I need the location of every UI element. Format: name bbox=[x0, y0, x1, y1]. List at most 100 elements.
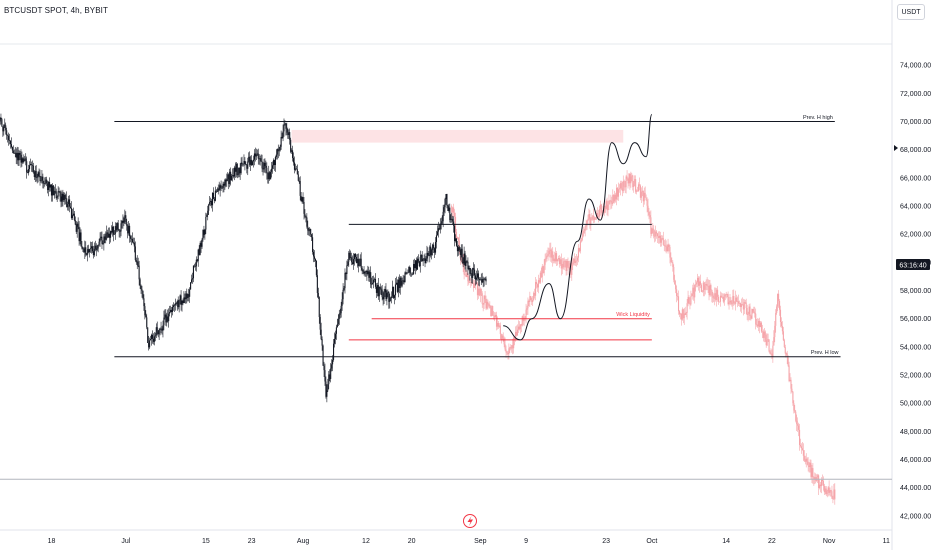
projection-candle bbox=[559, 256, 561, 266]
projection-candle bbox=[680, 313, 682, 326]
price-candle bbox=[386, 290, 388, 306]
y-tick-label: 68,000.00 bbox=[900, 147, 931, 154]
price-candle bbox=[332, 355, 334, 372]
price-candle bbox=[3, 124, 5, 136]
price-candle bbox=[324, 363, 326, 386]
price-axis[interactable]: 42,000.00 44,000.00 46,000.00 48,000.00 50,0… bbox=[900, 63, 931, 521]
y-tick-label: 64,000.00 bbox=[900, 204, 931, 211]
symbol-title[interactable]: BTCUSDT SPOT, 4h, BYBIT bbox=[4, 6, 108, 15]
price-candle bbox=[288, 129, 290, 140]
levels-layer[interactable]: Prev. H high Prev. H low Wick Liquidity bbox=[0, 115, 892, 480]
price-candle bbox=[157, 330, 159, 338]
drawn-forecast-path[interactable] bbox=[503, 113, 653, 341]
y-tick-label: 58,000.00 bbox=[900, 288, 931, 295]
price-candle bbox=[131, 232, 134, 244]
price-candle bbox=[133, 237, 135, 253]
projection-candle bbox=[684, 306, 686, 316]
price-candle bbox=[29, 158, 32, 166]
projection-candle bbox=[611, 196, 613, 209]
projection-candle bbox=[539, 270, 541, 284]
price-candle bbox=[301, 196, 303, 204]
price-candle bbox=[451, 212, 453, 223]
projection-candle bbox=[686, 299, 688, 320]
price-candle bbox=[474, 273, 477, 286]
projection-candle bbox=[495, 311, 498, 331]
projection-candle bbox=[489, 301, 491, 309]
projection-candle bbox=[609, 199, 611, 205]
projection-candle bbox=[653, 225, 655, 239]
price-candle bbox=[70, 201, 73, 220]
price-candle bbox=[366, 269, 368, 281]
currency-button[interactable]: USDT bbox=[897, 4, 925, 20]
projection-candle bbox=[692, 284, 694, 300]
projection-candle bbox=[777, 293, 779, 312]
price-candle bbox=[150, 333, 153, 346]
price-candle bbox=[469, 265, 471, 281]
projection-candle bbox=[467, 273, 469, 286]
price-candle bbox=[251, 155, 253, 166]
projection-candle bbox=[617, 182, 620, 201]
projection-candle bbox=[688, 295, 690, 305]
price-candle bbox=[95, 243, 97, 257]
projection-candle bbox=[774, 320, 776, 343]
tradingview-lightning-icon[interactable] bbox=[463, 514, 477, 528]
price-candle bbox=[345, 271, 347, 280]
projection-candle bbox=[729, 293, 731, 305]
price-candle bbox=[481, 272, 483, 284]
price-candle bbox=[326, 384, 328, 403]
projection-candle bbox=[637, 186, 639, 192]
projection-candle bbox=[615, 192, 617, 203]
x-tick-label: 23 bbox=[602, 538, 610, 545]
price-candle bbox=[317, 287, 319, 299]
projection-candle bbox=[719, 291, 722, 307]
projection-candle bbox=[740, 298, 742, 314]
projection-candle bbox=[764, 330, 766, 342]
projection-candle bbox=[580, 238, 582, 243]
price-candle bbox=[456, 240, 458, 257]
projection-candle bbox=[558, 255, 560, 268]
projection-candle bbox=[670, 252, 672, 267]
projection-candle bbox=[657, 233, 659, 244]
x-tick-label: Aug bbox=[297, 538, 310, 545]
projection-candle bbox=[574, 253, 576, 266]
price-candle bbox=[231, 173, 233, 181]
price-candle bbox=[387, 289, 389, 298]
price-candle bbox=[187, 293, 189, 302]
projection-candle bbox=[672, 260, 674, 272]
price-candle bbox=[45, 176, 47, 185]
projection-candle bbox=[784, 344, 786, 358]
projection-candle bbox=[738, 294, 740, 306]
projection-candle bbox=[474, 279, 476, 289]
price-candle bbox=[16, 146, 18, 165]
x-tick-label: 12 bbox=[362, 538, 370, 545]
price-candle bbox=[441, 215, 443, 225]
price-candle bbox=[85, 241, 87, 257]
projection-candle bbox=[521, 315, 523, 327]
price-candle bbox=[308, 227, 310, 236]
projection-candle bbox=[584, 225, 586, 237]
price-candles bbox=[0, 113, 487, 403]
price-candle bbox=[30, 161, 32, 172]
price-candle bbox=[7, 134, 9, 143]
price-candle bbox=[11, 146, 13, 154]
price-candle bbox=[290, 137, 292, 154]
price-candle bbox=[174, 298, 176, 311]
projection-candle bbox=[742, 298, 744, 316]
projection-candle bbox=[497, 320, 499, 329]
price-candle bbox=[431, 248, 433, 260]
x-tick-label: 14 bbox=[722, 538, 730, 545]
projection-candle bbox=[477, 283, 479, 299]
supply-zone[interactable] bbox=[291, 129, 624, 143]
time-axis[interactable]: 18 Jul 15 23 Aug 12 20 Sep 9 23 Oct 14 22 Nov 11 bbox=[48, 538, 890, 545]
price-candle bbox=[93, 242, 95, 257]
projection-candle bbox=[728, 296, 730, 310]
price-candle bbox=[360, 252, 362, 272]
price-candle bbox=[34, 165, 36, 183]
projection-candle bbox=[732, 289, 734, 310]
projection-candle bbox=[547, 247, 549, 257]
price-candle bbox=[73, 210, 75, 222]
price-candle bbox=[106, 225, 108, 241]
projection-candle bbox=[562, 258, 564, 270]
